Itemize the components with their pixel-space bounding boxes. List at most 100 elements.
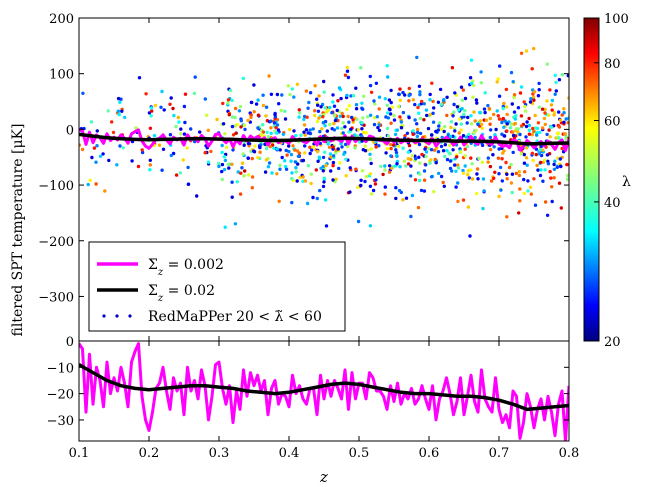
scatter-point: [488, 147, 493, 152]
scatter-point: [169, 153, 173, 158]
scatter-point: [550, 108, 554, 112]
scatter-point: [149, 114, 153, 118]
scatter-point: [339, 96, 343, 101]
scatter-point: [309, 172, 313, 176]
scatter-point: [338, 114, 342, 119]
scatter-point: [383, 97, 387, 101]
scatter-point: [550, 98, 555, 103]
scatter-point: [454, 169, 458, 173]
scatter-point: [268, 144, 272, 149]
scatter-point: [94, 160, 98, 164]
scatter-point: [308, 151, 312, 156]
scatter-point: [531, 158, 535, 163]
scatter-point: [346, 114, 350, 119]
scatter-point: [205, 113, 209, 117]
scatter-point: [217, 164, 221, 169]
scatter-point: [459, 122, 463, 126]
bottom-panel-frame: [78, 340, 570, 442]
scatter-point: [377, 128, 382, 133]
scatter-point: [461, 168, 465, 173]
scatter-point: [353, 146, 357, 150]
scatter-point: [326, 108, 331, 112]
scatter-point: [261, 93, 265, 97]
scatter-point: [564, 117, 568, 121]
scatter-point: [359, 178, 363, 182]
scatter-point: [227, 113, 231, 117]
scatter-point: [363, 179, 367, 184]
scatter-point: [269, 126, 273, 130]
scatter-point: [432, 189, 436, 194]
scatter-point: [418, 178, 422, 183]
scatter-point: [276, 128, 281, 132]
scatter-point: [182, 104, 187, 109]
scatter-point: [275, 172, 279, 176]
scatter-point: [283, 109, 287, 114]
scatter-point: [337, 166, 341, 171]
scatter-point: [384, 115, 388, 119]
scatter-point: [430, 81, 434, 85]
scatter-point: [495, 109, 499, 113]
scatter-point: [349, 94, 353, 98]
scatter-point: [540, 126, 545, 130]
y-tick-label-bottom: −30: [47, 414, 74, 429]
scatter-point: [246, 173, 251, 177]
scatter-point: [318, 129, 322, 134]
scatter-point: [331, 145, 335, 149]
scatter-point: [209, 149, 213, 154]
scatter-point: [410, 193, 415, 198]
scatter-point: [171, 106, 175, 111]
scatter-point: [436, 150, 441, 154]
smoothed-lines-bottom: [79, 342, 569, 441]
colorbar-label: λ: [622, 174, 631, 190]
scatter-point: [297, 108, 301, 112]
scatter-point: [448, 152, 452, 156]
scatter-point: [475, 101, 479, 105]
scatter-point: [445, 113, 449, 118]
scatter-point: [498, 64, 502, 68]
scatter-point: [360, 127, 364, 131]
scatter-point: [340, 145, 344, 149]
scatter-point: [354, 103, 359, 107]
scatter-point: [116, 96, 121, 101]
scatter-point: [317, 116, 321, 120]
scatter-point: [483, 91, 487, 95]
scatter-point: [321, 115, 325, 119]
scatter-point: [377, 123, 381, 127]
scatter-point: [383, 192, 387, 196]
scatter-point: [565, 177, 569, 181]
scatter-point: [519, 124, 524, 128]
scatter-point: [505, 129, 509, 133]
scatter-point: [549, 125, 554, 129]
scatter-point: [256, 113, 261, 117]
scatter-point: [497, 117, 502, 121]
scatter-point: [307, 100, 311, 105]
scatter-point: [288, 127, 292, 132]
scatter-point: [470, 162, 474, 166]
scatter-point: [299, 133, 303, 137]
scatter-point: [434, 129, 438, 134]
scatter-point: [557, 136, 561, 140]
scatter-point: [431, 99, 435, 104]
scatter-point: [363, 144, 367, 148]
scatter-point: [496, 114, 500, 118]
scatter-point: [280, 155, 284, 160]
scatter-point: [181, 158, 185, 162]
scatter-point: [242, 174, 246, 178]
scatter-point: [359, 66, 363, 70]
scatter-point: [193, 75, 197, 79]
scatter-point: [527, 116, 531, 121]
scatter-point: [479, 70, 483, 74]
scatter-point: [354, 167, 358, 171]
scatter-point: [403, 93, 407, 97]
scatter-point: [351, 94, 356, 98]
scatter-point: [292, 129, 296, 133]
scatter-point: [563, 132, 567, 136]
scatter-point: [140, 150, 145, 155]
scatter-point: [505, 172, 509, 176]
scatter-point: [415, 122, 419, 126]
scatter-point: [368, 224, 373, 228]
colorbar-tick-label: 40: [604, 196, 621, 211]
scatter-point: [347, 104, 352, 108]
scatter-point: [500, 179, 504, 183]
